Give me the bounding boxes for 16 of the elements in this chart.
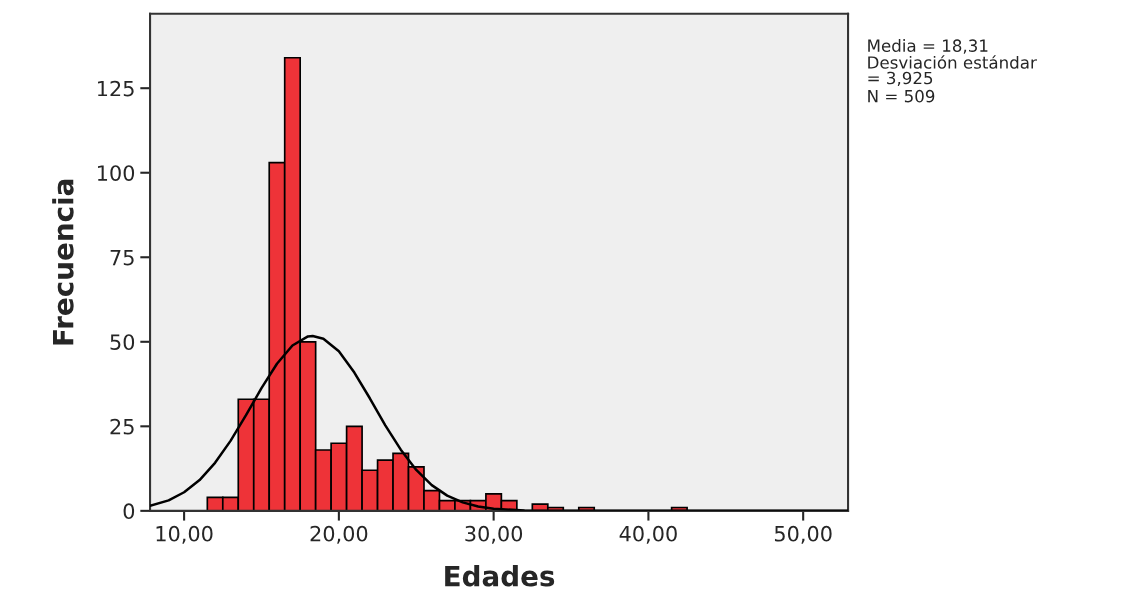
y-axis-title: Frecuencia bbox=[52, 179, 74, 345]
y-tick-label: 25 bbox=[110, 418, 134, 435]
x-axis-title: Edades bbox=[445, 565, 555, 587]
y-tick-label: 50 bbox=[110, 334, 135, 350]
x-tick-label: 40,00 bbox=[619, 525, 677, 544]
text: Media = 18,31 bbox=[868, 39, 988, 54]
text: Desviación estándar = 3,925 bbox=[868, 55, 1037, 86]
text: N = 509 bbox=[868, 89, 935, 103]
x-tick-label: 10,00 bbox=[156, 525, 213, 544]
y-tick-label: 75 bbox=[110, 249, 134, 266]
y-tick-label: 125 bbox=[97, 80, 134, 97]
y-tick-label: 0 bbox=[123, 503, 135, 520]
x-tick-label: 50,00 bbox=[774, 525, 832, 544]
x-tick-label: 30,00 bbox=[465, 525, 523, 544]
x-tick-label: 20,00 bbox=[310, 525, 368, 544]
y-tick-label: 100 bbox=[97, 165, 135, 181]
